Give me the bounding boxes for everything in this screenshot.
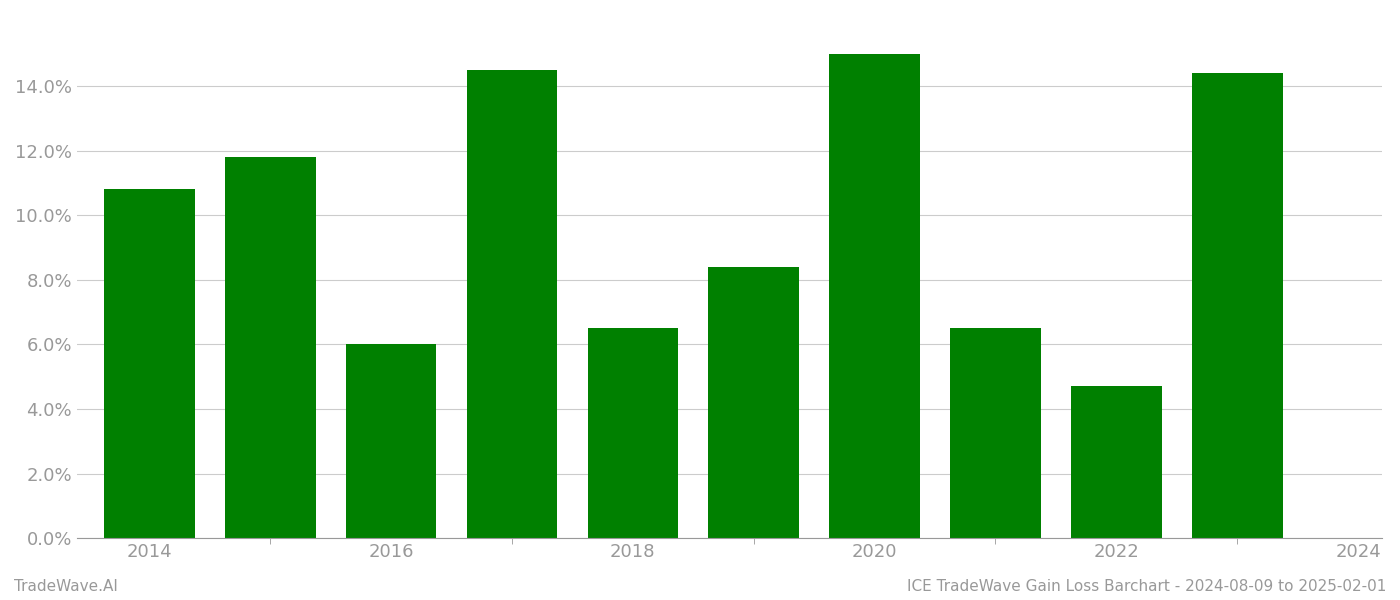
Bar [951,328,1040,538]
Bar [829,54,920,538]
Bar [1191,73,1282,538]
Bar [104,190,195,538]
Bar [225,157,315,538]
Bar [346,344,437,538]
Bar [708,267,799,538]
Text: ICE TradeWave Gain Loss Barchart - 2024-08-09 to 2025-02-01: ICE TradeWave Gain Loss Barchart - 2024-… [907,579,1386,594]
Bar [588,328,678,538]
Bar [1071,386,1162,538]
Bar [466,70,557,538]
Text: TradeWave.AI: TradeWave.AI [14,579,118,594]
